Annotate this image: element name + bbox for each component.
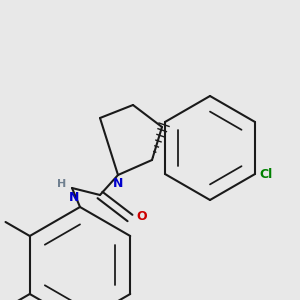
Text: O: O (136, 209, 147, 223)
Text: H: H (57, 179, 67, 189)
Text: Cl: Cl (259, 167, 272, 181)
Text: N: N (69, 191, 79, 204)
Text: N: N (113, 177, 123, 190)
